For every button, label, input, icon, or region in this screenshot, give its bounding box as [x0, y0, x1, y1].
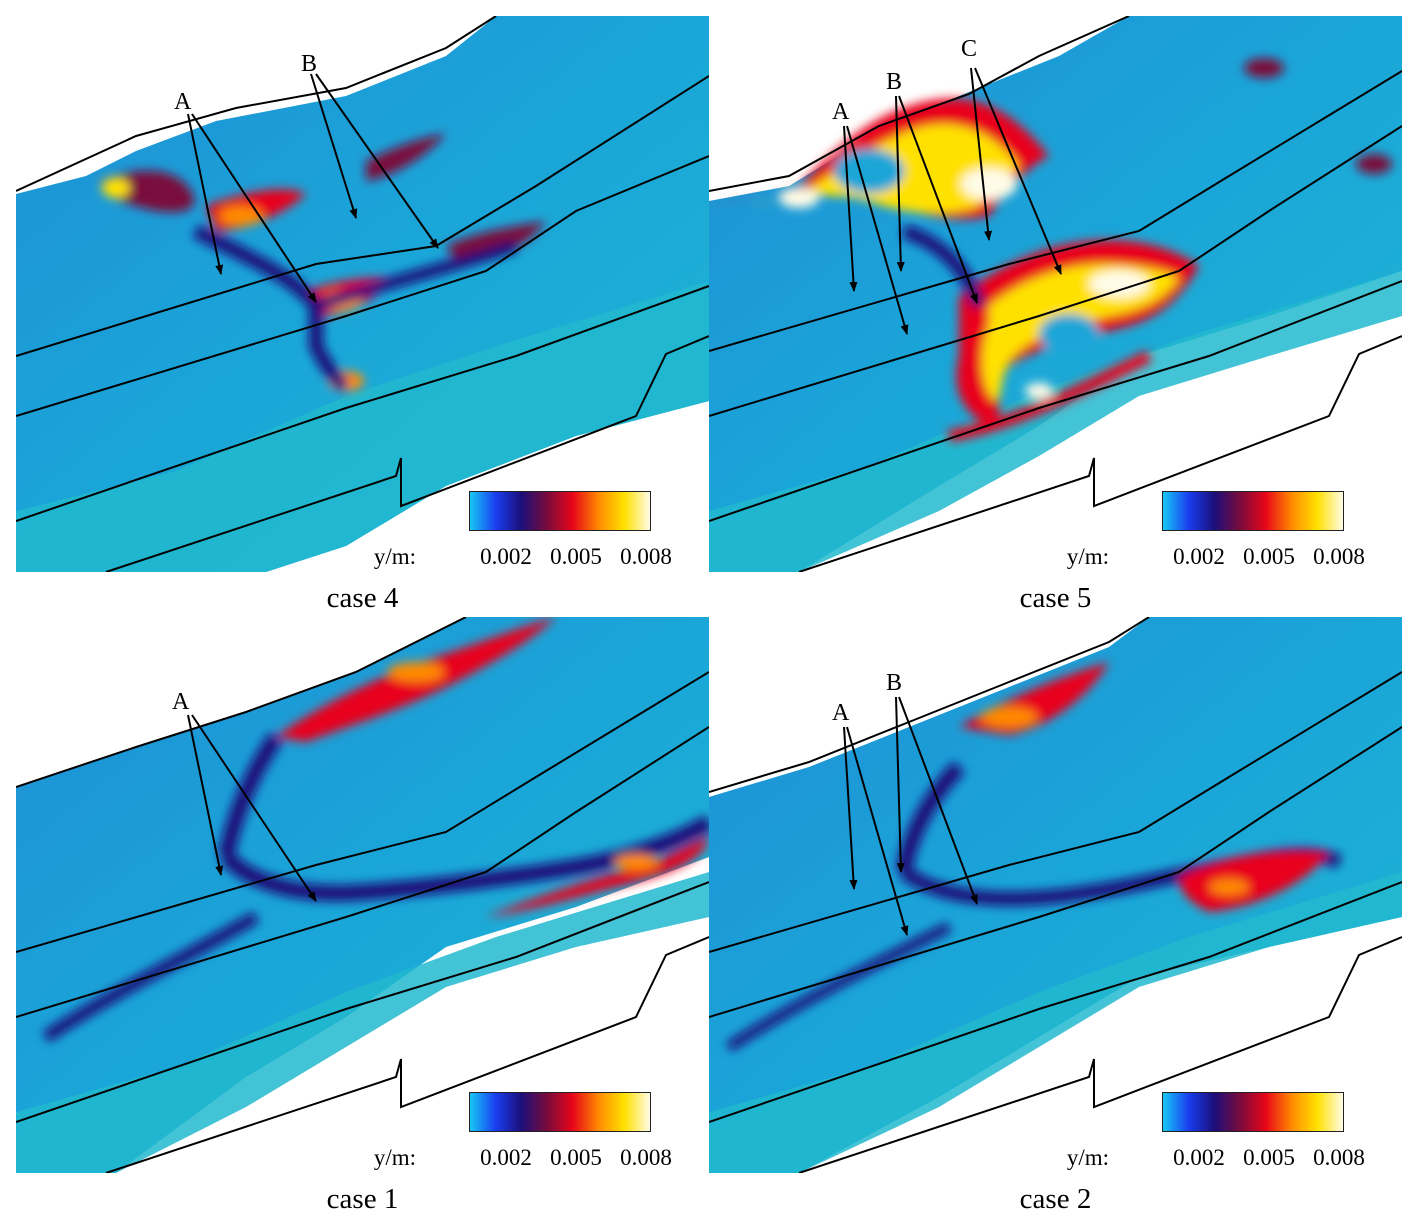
label-a: A	[174, 89, 192, 115]
colorbar-tick: 0.002	[1173, 1145, 1225, 1170]
panel-case-4: A B y/m: 0.002 0.005 0.008	[16, 16, 709, 572]
label-b: B	[301, 51, 317, 77]
label-a: A	[832, 700, 850, 726]
annotation-arrows	[187, 714, 317, 902]
label-a: A	[832, 99, 850, 125]
colorbar	[469, 491, 651, 531]
colorbar-tick: 0.005	[1243, 544, 1295, 569]
high-value-regions	[726, 662, 1343, 1052]
colorbar-tick: 0.005	[550, 544, 602, 569]
colorbar-tick: 0.002	[480, 544, 532, 569]
caption-case-1: case 1	[326, 1183, 399, 1215]
colorbar-tick: 0.008	[620, 1145, 672, 1170]
lower-bank	[16, 281, 709, 572]
colorbar-unit: y/m:	[373, 1145, 416, 1170]
colorbar-unit: y/m:	[1066, 1145, 1109, 1170]
label-b: B	[886, 670, 902, 696]
label-c: C	[961, 36, 977, 62]
contour-field: A	[16, 617, 709, 1173]
colorbar	[1162, 1092, 1344, 1132]
contour-field: A B C	[709, 16, 1402, 572]
lower-bank	[709, 271, 1402, 572]
colorbar-unit: y/m:	[373, 544, 416, 569]
channel-outlines	[709, 16, 1402, 572]
lower-bank	[16, 872, 709, 1173]
colorbar-tick: 0.008	[1313, 544, 1365, 569]
lower-bank	[709, 872, 1402, 1173]
colorbar	[469, 1092, 651, 1132]
caption-case-4: case 4	[326, 582, 399, 614]
annotation-arrows	[187, 73, 439, 303]
colorbar-unit: y/m:	[1066, 544, 1109, 569]
colorbar-tick: 0.005	[1243, 1145, 1295, 1170]
channel-outlines	[709, 617, 1402, 1173]
annotation-arrows	[843, 696, 978, 936]
label-a: A	[172, 689, 190, 715]
panel-case-2: A B y/m: 0.002 0.005 0.008	[709, 617, 1402, 1173]
colorbar-tick: 0.008	[1313, 1145, 1365, 1170]
colorbar	[1162, 491, 1344, 531]
colorbar-tick: 0.002	[480, 1145, 532, 1170]
contour-field: A B	[709, 617, 1402, 1173]
caption-case-5: case 5	[1019, 582, 1092, 614]
panel-case-5: A B C y/m: 0.002 0.005 0.008	[709, 16, 1402, 572]
channel-outlines	[16, 16, 709, 572]
colorbar-tick: 0.002	[1173, 544, 1225, 569]
label-b: B	[886, 69, 902, 95]
colorbar-tick: 0.005	[550, 1145, 602, 1170]
colorbar-tick: 0.008	[620, 544, 672, 569]
panel-case-1: A y/m: 0.002 0.005 0.008	[16, 617, 709, 1173]
annotation-arrows	[843, 67, 1062, 335]
high-value-regions	[709, 58, 1392, 442]
channel-outlines	[16, 617, 709, 1173]
contour-field: A B	[16, 16, 709, 572]
caption-case-2: case 2	[1019, 1183, 1092, 1215]
